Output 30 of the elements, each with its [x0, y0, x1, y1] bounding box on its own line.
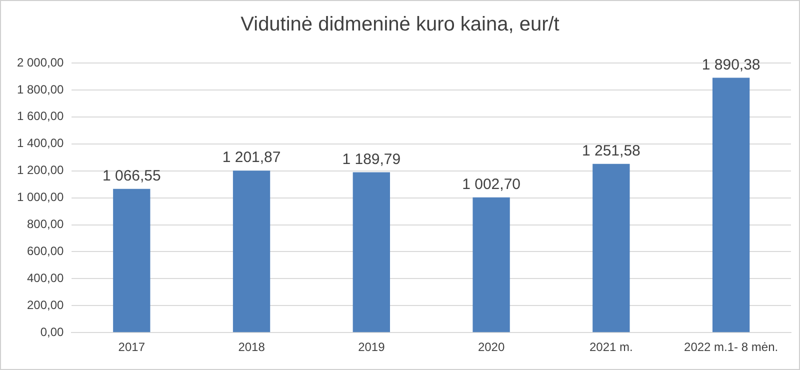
data-label: 1 066,55 [102, 167, 161, 184]
bar [592, 164, 630, 332]
y-tick-label: 200,00 [27, 298, 64, 312]
y-tick-label: 1 400,00 [16, 136, 64, 150]
data-label: 1 251,58 [582, 142, 640, 160]
bar [232, 170, 270, 332]
data-label: 1 890,38 [702, 56, 760, 74]
y-tick-label: 1 000,00 [16, 190, 64, 204]
bar [472, 197, 510, 332]
x-tick-label: 2017 [118, 340, 146, 354]
x-tick-label: 2021 m. [590, 340, 633, 354]
data-label: 1 189,79 [342, 150, 401, 168]
x-tick-label: 2019 [358, 340, 386, 354]
y-tick-label: 2 000,00 [16, 55, 64, 70]
bar [113, 188, 150, 332]
x-tick-label: 2020 [478, 340, 505, 354]
data-label: 1 002,70 [462, 176, 520, 194]
y-tick-label: 0,00 [40, 324, 64, 339]
y-tick-label: 600,00 [27, 244, 64, 258]
y-tick-label: 1 800,00 [16, 82, 64, 96]
chart-title: Vidutinė didmeninė kuro kaina, eur/t [240, 14, 560, 36]
y-tick-label: 400,00 [27, 270, 64, 285]
y-tick-label: 1 200,00 [16, 163, 64, 178]
y-tick-label: 800,00 [27, 217, 64, 232]
y-tick-label: 1 600,00 [16, 109, 64, 124]
bar [712, 78, 750, 332]
bar [352, 172, 390, 332]
x-tick-label: 2022 m.1- 8 mėn. [684, 340, 778, 354]
data-label: 1 201,87 [222, 149, 281, 166]
x-tick-label: 2018 [238, 340, 266, 354]
